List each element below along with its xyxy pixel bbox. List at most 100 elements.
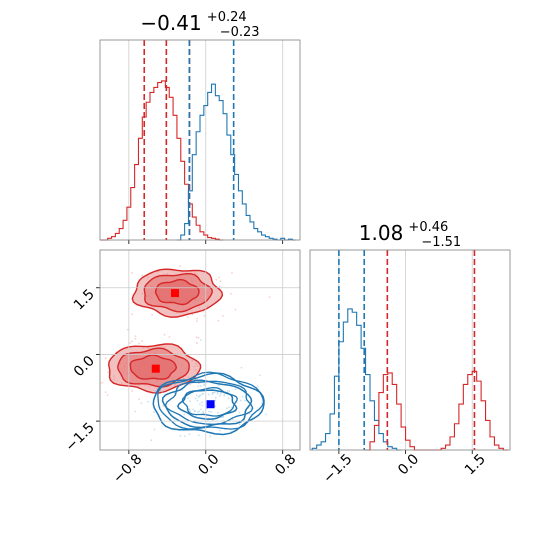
joint-sample-point bbox=[147, 276, 150, 278]
joint-sample-point bbox=[196, 317, 199, 320]
joint-sample-point bbox=[147, 400, 150, 403]
joint-sample-point bbox=[199, 385, 202, 387]
joint-sample-point bbox=[150, 439, 153, 442]
joint-sample-point bbox=[230, 292, 232, 295]
joint-sample-point bbox=[196, 364, 199, 367]
joint-sample-point bbox=[195, 362, 198, 365]
joint-sample-point bbox=[183, 413, 186, 416]
joint-sample-point bbox=[196, 399, 199, 402]
joint-sample-point bbox=[196, 342, 198, 344]
joint-sample-point bbox=[241, 395, 244, 398]
joint-sample-point bbox=[196, 320, 198, 322]
joint-sample-point bbox=[217, 384, 220, 387]
marginal-y-tick-label-x: 1.5 bbox=[462, 451, 489, 478]
joint-sample-point bbox=[214, 405, 217, 407]
joint-sample-point bbox=[84, 322, 86, 324]
joint-sample-point bbox=[192, 408, 195, 411]
joint-sample-point bbox=[211, 393, 214, 395]
joint-sample-point bbox=[226, 407, 228, 410]
joint-sample-point bbox=[197, 434, 200, 437]
title-y-lower: −1.51 bbox=[421, 235, 461, 250]
joint-sample-point bbox=[217, 411, 219, 414]
joint-sample-point bbox=[189, 383, 192, 386]
joint-sample-point bbox=[127, 328, 129, 331]
joint-sample-point bbox=[217, 319, 220, 322]
joint-sample-point bbox=[195, 336, 198, 339]
joint-sample-point bbox=[208, 410, 210, 413]
joint-sample-point bbox=[199, 339, 202, 341]
joint-sample-point bbox=[198, 306, 201, 309]
joint-sample-point bbox=[187, 376, 190, 378]
joint-sample-point bbox=[218, 276, 220, 279]
joint-sample-point bbox=[147, 385, 150, 388]
joint-sample-point bbox=[203, 314, 206, 317]
joint-frame bbox=[99, 249, 301, 451]
joint-sample-point bbox=[214, 399, 217, 402]
joint-tick-label-y: −1.5 bbox=[63, 420, 98, 455]
title-y-upper: +0.46 bbox=[408, 220, 448, 235]
joint-sample-point bbox=[162, 405, 165, 407]
joint-sample-point bbox=[207, 393, 210, 396]
joint-sample-point bbox=[202, 310, 205, 313]
joint-sample-point bbox=[131, 340, 134, 343]
joint-sample-point bbox=[141, 292, 144, 295]
joint-sample-point bbox=[200, 408, 202, 411]
joint-contour-2-1 bbox=[161, 379, 253, 429]
joint-tick-label-y: 1.5 bbox=[71, 286, 98, 313]
joint-sample-point bbox=[218, 394, 221, 397]
joint-sample-point bbox=[104, 391, 107, 393]
joint-sample-point bbox=[238, 411, 241, 414]
joint-sample-point bbox=[95, 358, 97, 360]
joint-sample-point bbox=[182, 377, 185, 380]
joint-sample-point bbox=[131, 313, 134, 315]
joint-sample-point bbox=[228, 406, 230, 408]
joint-contour-2-2 bbox=[177, 389, 238, 420]
joint-sample-point bbox=[179, 265, 182, 267]
joint-sample-point bbox=[138, 342, 141, 345]
joint-sample-point bbox=[215, 278, 218, 281]
joint-sample-point bbox=[138, 398, 141, 401]
joint-sample-point bbox=[193, 272, 196, 274]
joint-sample-point bbox=[107, 371, 110, 374]
joint-sample-point bbox=[234, 388, 237, 391]
joint-panel: −0.8 0.0 0.8 −1.5 0.0 1.5 bbox=[63, 249, 301, 487]
joint-sample-point bbox=[231, 418, 234, 421]
joint-sample-point bbox=[153, 428, 156, 431]
joint-sample-point bbox=[206, 305, 208, 307]
joint-sample-point bbox=[239, 399, 242, 402]
joint-sample-point bbox=[166, 273, 169, 276]
joint-sample-point bbox=[129, 342, 132, 344]
marginal-x-frame bbox=[99, 39, 301, 241]
joint-tick-label-x: 0.0 bbox=[195, 451, 222, 478]
joint-sample-point bbox=[203, 384, 206, 386]
joint-sample-point bbox=[191, 359, 194, 362]
joint-sample-point bbox=[188, 433, 191, 436]
joint-sample-point bbox=[106, 394, 109, 396]
joint-sample-point bbox=[197, 385, 200, 388]
marginal-x-series-0-histogram bbox=[100, 80, 224, 241]
title-x-value: −0.41 bbox=[140, 11, 201, 35]
joint-sample-point bbox=[209, 435, 212, 438]
joint-sample-point bbox=[148, 347, 151, 350]
joint-sample-point bbox=[268, 296, 271, 299]
joint-sample-point bbox=[256, 385, 259, 388]
joint-sample-point bbox=[193, 365, 196, 368]
marginal-y-frame bbox=[309, 249, 511, 451]
joint-sample-point bbox=[223, 393, 226, 396]
joint-sample-point bbox=[163, 333, 166, 336]
joint-sample-point bbox=[104, 357, 107, 360]
joint-sample-point bbox=[168, 336, 171, 338]
title-x-upper: +0.24 bbox=[207, 10, 247, 25]
joint-sample-point bbox=[234, 308, 237, 311]
joint-sample-point bbox=[198, 410, 201, 413]
joint-plot-area bbox=[84, 265, 271, 442]
joint-sample-point bbox=[137, 384, 140, 387]
joint-sample-point bbox=[153, 411, 155, 414]
joint-sample-point bbox=[248, 413, 251, 415]
joint-sample-point bbox=[180, 425, 183, 428]
joint-sample-point bbox=[219, 392, 222, 395]
joint-sample-point bbox=[250, 407, 252, 410]
joint-sample-point bbox=[197, 336, 200, 339]
joint-sample-point bbox=[194, 397, 197, 400]
